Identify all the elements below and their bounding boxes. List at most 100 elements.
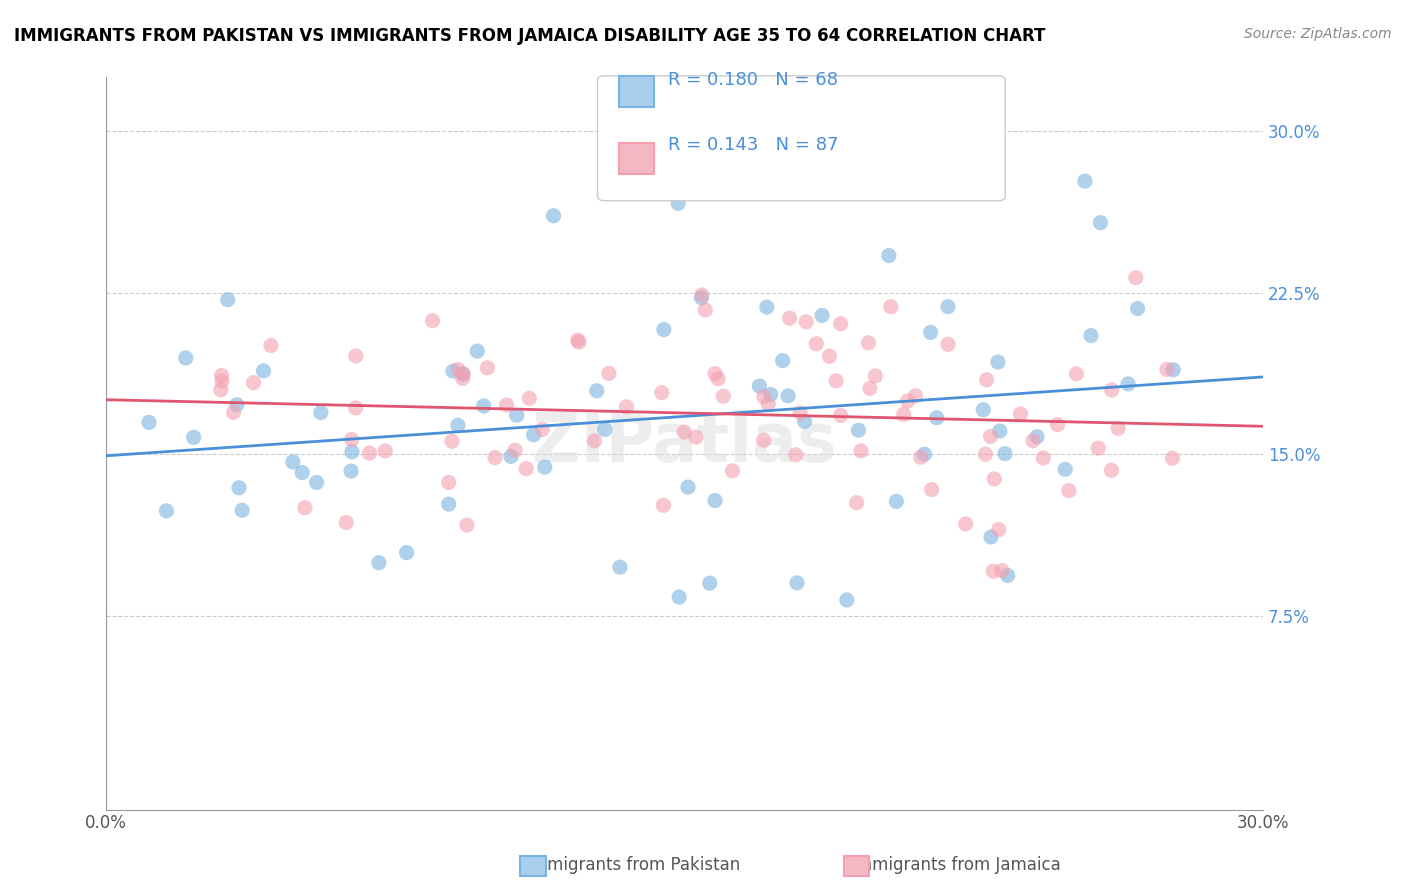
Point xyxy=(987,355,1010,369)
Point xyxy=(359,446,381,460)
Point xyxy=(598,367,620,381)
Text: Immigrants from Jamaica: Immigrants from Jamaica xyxy=(851,856,1062,874)
Point xyxy=(955,516,977,531)
Point xyxy=(225,398,247,412)
Point xyxy=(721,464,744,478)
Point xyxy=(690,288,713,302)
Point xyxy=(503,443,526,458)
Point xyxy=(893,408,915,422)
Point xyxy=(1101,383,1123,397)
Point xyxy=(980,530,1002,544)
Point xyxy=(567,333,589,347)
Point xyxy=(1107,421,1129,435)
Point xyxy=(1125,270,1147,285)
Point xyxy=(517,392,540,406)
Point xyxy=(242,376,264,390)
Point xyxy=(825,374,848,388)
Point xyxy=(506,409,529,423)
Point xyxy=(980,429,1002,443)
Point xyxy=(1057,483,1080,498)
Text: Immigrants from Pakistan: Immigrants from Pakistan xyxy=(526,856,740,874)
Point xyxy=(858,335,880,350)
Point xyxy=(811,309,834,323)
Point xyxy=(865,369,887,384)
Point xyxy=(711,389,734,403)
Point xyxy=(472,399,495,413)
Point xyxy=(685,430,707,444)
Point xyxy=(673,425,696,439)
Point xyxy=(340,444,363,458)
Point xyxy=(897,394,920,409)
Point xyxy=(920,326,942,340)
Point xyxy=(499,450,522,464)
Point xyxy=(465,344,488,359)
Point xyxy=(451,367,474,381)
Point xyxy=(335,516,357,530)
Point xyxy=(583,434,606,448)
Point xyxy=(451,367,474,381)
Point xyxy=(451,371,474,385)
Point xyxy=(1161,363,1184,377)
Point xyxy=(690,291,713,305)
Point xyxy=(772,353,794,368)
Point xyxy=(1054,462,1077,476)
Point xyxy=(1032,450,1054,465)
Point xyxy=(976,373,998,387)
Point xyxy=(778,389,800,403)
Point xyxy=(585,384,607,398)
Point xyxy=(209,383,232,397)
Point xyxy=(987,523,1010,537)
Point xyxy=(759,387,782,401)
Point xyxy=(422,314,444,328)
Point xyxy=(344,401,367,415)
Point xyxy=(1010,407,1032,421)
Point xyxy=(752,390,775,404)
Point xyxy=(1080,328,1102,343)
Point xyxy=(752,433,775,447)
Point xyxy=(921,483,943,497)
Point xyxy=(515,461,537,475)
Point xyxy=(543,209,565,223)
Point xyxy=(910,450,932,465)
Point xyxy=(211,374,233,388)
Point xyxy=(222,405,245,419)
Point xyxy=(1161,451,1184,466)
Point xyxy=(484,450,506,465)
Point xyxy=(786,575,808,590)
Point xyxy=(155,504,177,518)
Point xyxy=(991,564,1014,578)
Point xyxy=(281,455,304,469)
Point xyxy=(1046,417,1069,432)
Point xyxy=(531,422,554,436)
Point xyxy=(305,475,328,490)
Point xyxy=(477,360,499,375)
Point xyxy=(183,430,205,444)
Point xyxy=(830,317,852,331)
Point xyxy=(974,447,997,461)
Point xyxy=(936,337,959,351)
Point xyxy=(447,418,470,433)
Point xyxy=(972,402,994,417)
Point xyxy=(756,397,779,411)
Point xyxy=(699,576,721,591)
Text: R = 0.180   N = 68: R = 0.180 N = 68 xyxy=(668,71,838,89)
Point xyxy=(437,497,460,511)
Point xyxy=(988,424,1011,438)
Point xyxy=(568,335,591,350)
Point xyxy=(437,475,460,490)
Point xyxy=(652,322,675,336)
Point xyxy=(340,464,363,478)
Point xyxy=(367,556,389,570)
Point xyxy=(794,315,817,329)
Point xyxy=(1126,301,1149,316)
Point xyxy=(845,496,868,510)
Point xyxy=(211,368,233,383)
Point xyxy=(441,364,464,378)
Point xyxy=(849,443,872,458)
Point xyxy=(755,300,778,314)
Point xyxy=(748,379,770,393)
Point xyxy=(830,409,852,423)
Point xyxy=(533,460,555,475)
Point xyxy=(309,406,332,420)
Point xyxy=(260,338,283,352)
